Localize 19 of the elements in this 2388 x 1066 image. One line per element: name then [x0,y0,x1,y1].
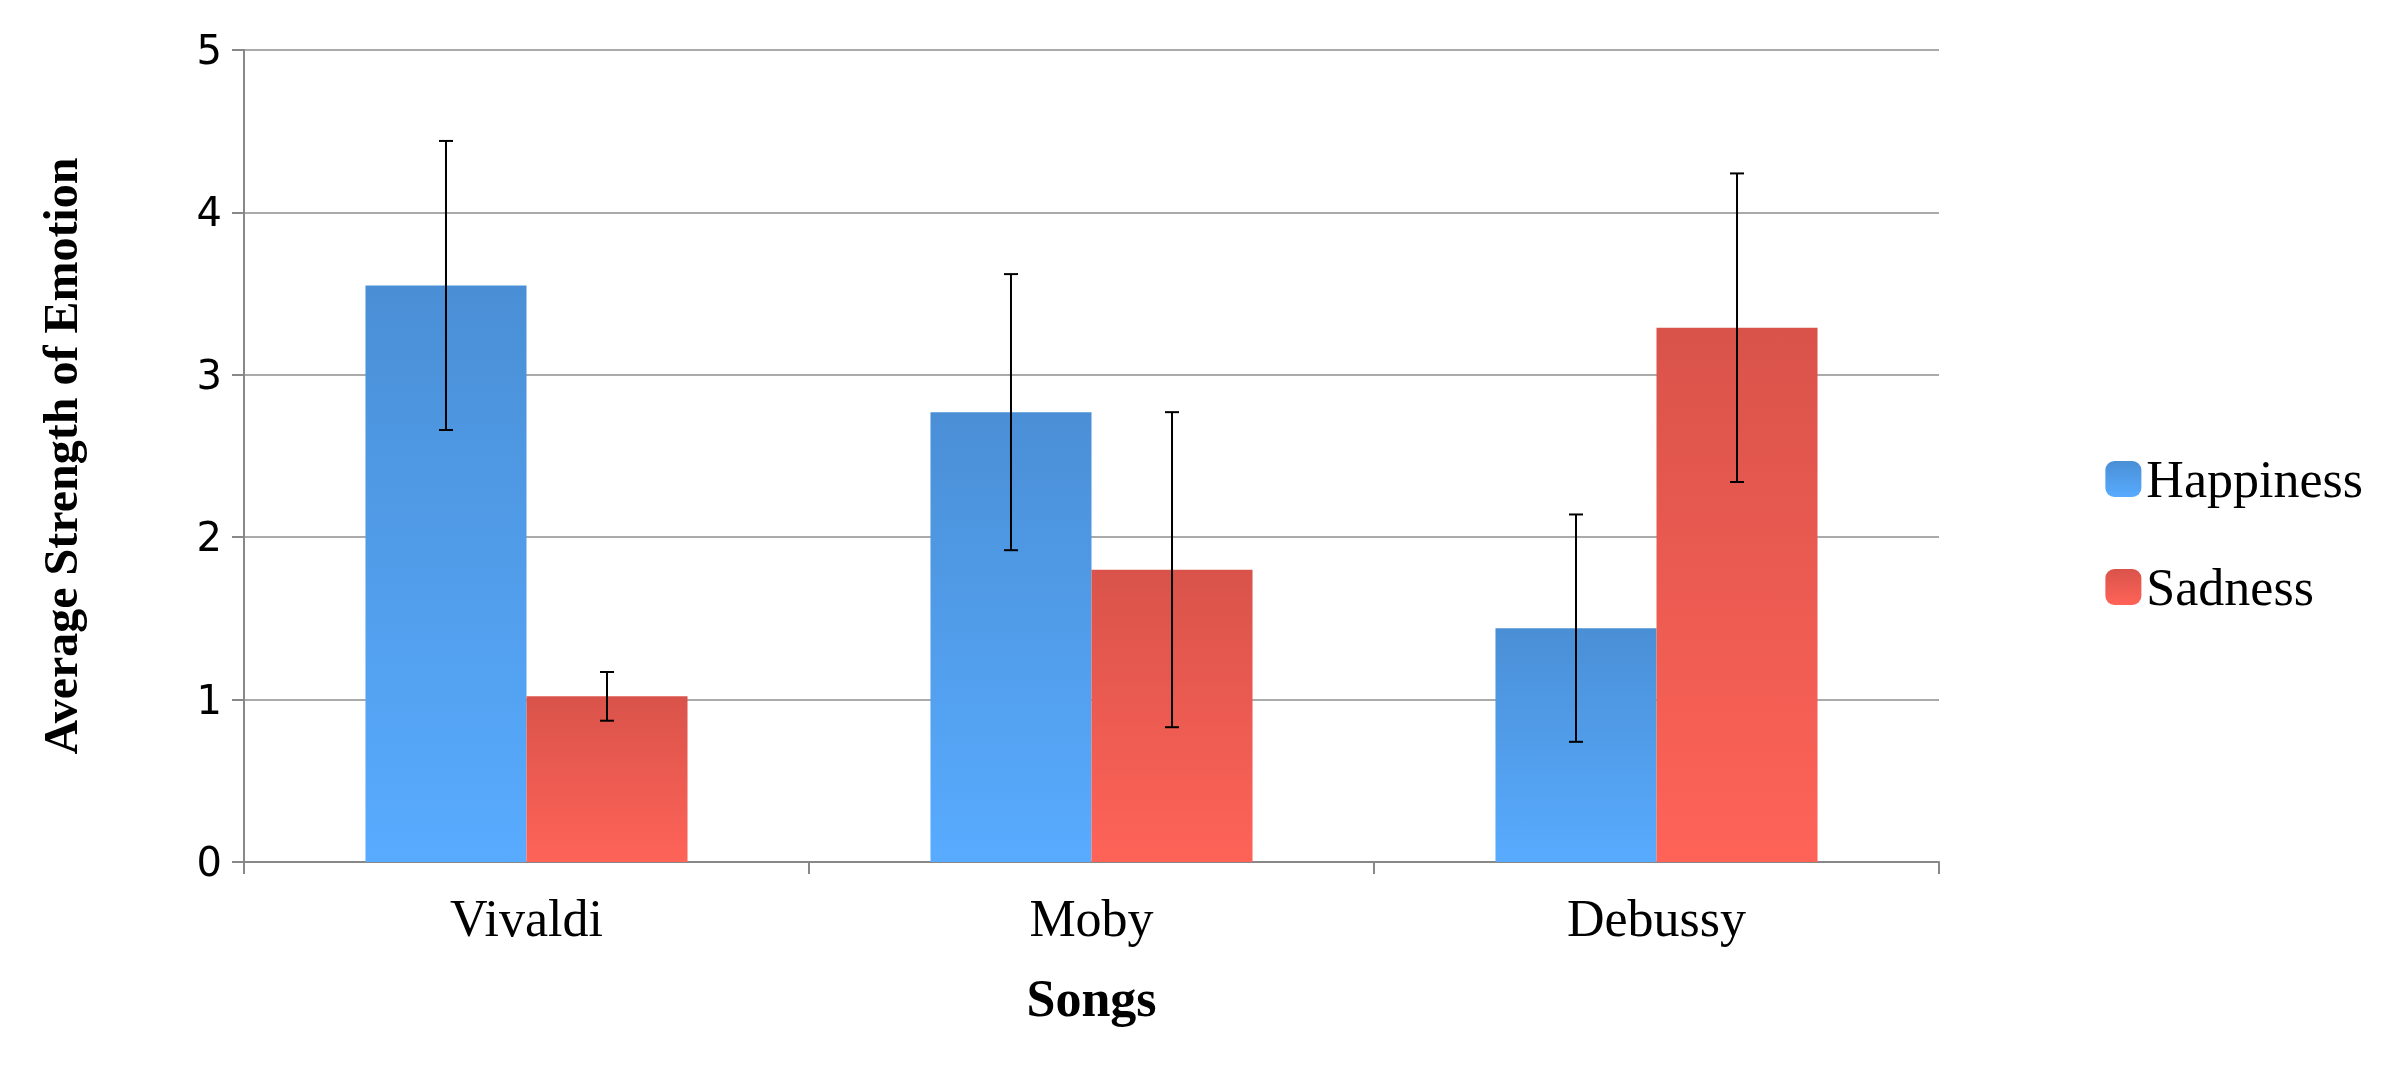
y-axis-title: Average Strength of Emotion [33,157,87,755]
y-tick-label: 5 [196,27,222,73]
bar [365,285,527,862]
bar [526,696,688,862]
bar [1495,628,1657,862]
x-tick-label: Vivaldi [450,889,603,947]
bar [1656,327,1818,862]
y-tick-label: 3 [196,351,222,398]
bar [930,412,1092,862]
x-axis-title: Songs [1026,969,1157,1027]
x-tick-label: Debussy [1566,889,1747,947]
legend-label: Happiness [2146,450,2364,508]
y-tick-label: 4 [196,189,222,236]
x-tick-label: Moby [1029,889,1154,947]
y-tick-label: 2 [196,514,222,561]
y-tick-label: 0 [196,839,222,885]
legend-label: Sadness [2146,558,2314,616]
y-tick-label: 1 [196,676,222,723]
bar [1091,569,1253,862]
